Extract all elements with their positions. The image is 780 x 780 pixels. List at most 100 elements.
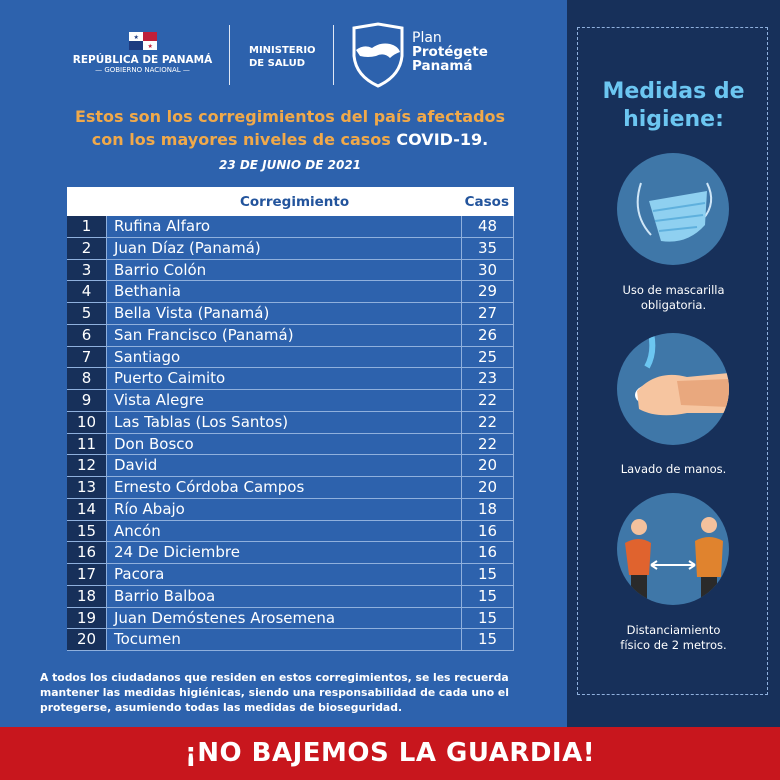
corregimiento-name: Rufina Alfaro bbox=[107, 216, 462, 237]
case-count: 20 bbox=[462, 477, 514, 498]
corregimiento-name: Bethania bbox=[107, 281, 462, 302]
row-number: 18 bbox=[67, 585, 107, 607]
corregimiento-name: Puerto Caimito bbox=[107, 368, 462, 389]
row-number: 4 bbox=[67, 281, 107, 302]
corregimiento-name: Barrio Balboa bbox=[107, 585, 462, 607]
row-number: 17 bbox=[67, 564, 107, 585]
report-date: 23 DE JUNIO DE 2021 bbox=[218, 158, 362, 172]
table-row: 18 Barrio Balboa 15 bbox=[67, 585, 514, 608]
table-row: 3 Barrio Colón 30 bbox=[67, 259, 514, 282]
republica-label: REPÚBLICA DE PANAMÁ bbox=[72, 54, 213, 66]
corregimiento-name: Ancón bbox=[107, 520, 462, 542]
row-number: 5 bbox=[67, 303, 107, 324]
cases-table: Corregimiento Casos 1 Rufina Alfaro 48 2 Jua… bbox=[67, 187, 514, 651]
corregimiento-name: Barrio Colón bbox=[107, 259, 462, 281]
advisory-note: A todos los ciudadanos que residen en es… bbox=[40, 671, 509, 714]
case-count: 22 bbox=[462, 411, 514, 433]
face-mask-icon bbox=[617, 153, 729, 265]
case-count: 15 bbox=[462, 585, 514, 607]
row-number: 1 bbox=[67, 216, 107, 237]
case-count: 22 bbox=[462, 390, 514, 411]
caption-line1: Distanciamiento bbox=[626, 623, 721, 637]
headline: Estos son los corregimientos del país af… bbox=[40, 105, 540, 151]
corregimiento-name: Pacora bbox=[107, 564, 462, 585]
case-count: 16 bbox=[462, 542, 514, 563]
corregimiento-name: Ernesto Córdoba Campos bbox=[107, 477, 462, 498]
table-row: 13 Ernesto Córdoba Campos 20 bbox=[67, 477, 514, 499]
case-count: 22 bbox=[462, 433, 514, 455]
caption-handwash: Lavado de manos. bbox=[567, 462, 780, 477]
case-count: 26 bbox=[462, 324, 514, 346]
case-count: 15 bbox=[462, 564, 514, 585]
row-number: 10 bbox=[67, 411, 107, 433]
table-row: 11 Don Bosco 22 bbox=[67, 433, 514, 456]
case-count: 15 bbox=[462, 607, 514, 629]
corregimiento-name: Don Bosco bbox=[107, 433, 462, 455]
table-row: 9 Vista Alegre 22 bbox=[67, 390, 514, 412]
corregimiento-name: Juan Demóstenes Arosemena bbox=[107, 607, 462, 629]
table-row: 19 Juan Demóstenes Arosemena 15 bbox=[67, 607, 514, 630]
panel-title: Medidas de higiene: bbox=[567, 78, 780, 134]
plan-line2: Protégete bbox=[412, 44, 488, 60]
caption-distancing: Distanciamiento físico de 2 metros. bbox=[567, 623, 780, 653]
corregimiento-name: 24 De Diciembre bbox=[107, 542, 462, 563]
row-number: 20 bbox=[67, 629, 107, 650]
corregimiento-name: Bella Vista (Panamá) bbox=[107, 303, 462, 324]
table-row: 7 Santiago 25 bbox=[67, 346, 514, 369]
table-header: Corregimiento Casos bbox=[67, 187, 514, 216]
divider bbox=[333, 25, 334, 85]
table-row: 12 David 20 bbox=[67, 455, 514, 477]
ministerio-logo: MINISTERIO DE SALUD bbox=[249, 44, 316, 70]
table-row: 1 Rufina Alfaro 48 bbox=[67, 216, 514, 238]
corregimiento-name: Santiago bbox=[107, 346, 462, 368]
plan-line3: Panamá bbox=[412, 58, 473, 74]
corregimiento-name: Río Abajo bbox=[107, 498, 462, 520]
ministerio-line1: MINISTERIO bbox=[249, 45, 316, 56]
table-row: 8 Puerto Caimito 23 bbox=[67, 368, 514, 390]
header-corregimiento: Corregimiento bbox=[240, 194, 350, 210]
row-number: 13 bbox=[67, 477, 107, 498]
headline-line1: Estos son los corregimientos del país af… bbox=[74, 107, 506, 126]
table-row: 14 Río Abajo 18 bbox=[67, 498, 514, 521]
headline-line2: con los mayores niveles de casos bbox=[91, 130, 397, 149]
table-row: 2 Juan Díaz (Panamá) 35 bbox=[67, 237, 514, 260]
hand-washing-icon bbox=[617, 333, 729, 445]
case-count: 20 bbox=[462, 455, 514, 476]
table-row: 4 Bethania 29 bbox=[67, 281, 514, 303]
case-count: 18 bbox=[462, 498, 514, 520]
case-count: 30 bbox=[462, 259, 514, 281]
row-number: 6 bbox=[67, 324, 107, 346]
row-number: 9 bbox=[67, 390, 107, 411]
row-number: 12 bbox=[67, 455, 107, 476]
plan-protegete-logo: Plan Protégete Panamá bbox=[350, 22, 510, 88]
ministerio-line2: DE SALUD bbox=[249, 58, 305, 69]
panel-title-line2: higiene: bbox=[623, 107, 724, 132]
row-number: 3 bbox=[67, 259, 107, 281]
bottom-banner: ¡NO BAJEMOS LA GUARDIA! bbox=[0, 727, 780, 780]
headline-covid: COVID-19. bbox=[396, 130, 489, 149]
table-row: 17 Pacora 15 bbox=[67, 564, 514, 586]
case-count: 27 bbox=[462, 303, 514, 324]
table-row: 5 Bella Vista (Panamá) 27 bbox=[67, 303, 514, 325]
gobierno-label: — GOBIERNO NACIONAL — bbox=[95, 66, 190, 74]
case-count: 16 bbox=[462, 520, 514, 542]
caption-line2: físico de 2 metros. bbox=[620, 638, 727, 652]
case-count: 23 bbox=[462, 368, 514, 389]
row-number: 8 bbox=[67, 368, 107, 389]
corregimiento-name: Las Tablas (Los Santos) bbox=[107, 411, 462, 433]
social-distancing-icon bbox=[617, 493, 729, 605]
panel-title-line1: Medidas de bbox=[602, 79, 745, 104]
caption-line1: Uso de mascarilla bbox=[622, 283, 725, 297]
table-row: 10 Las Tablas (Los Santos) 22 bbox=[67, 411, 514, 434]
hygiene-panel: Medidas de higiene: Uso de mascarilla ob… bbox=[567, 0, 780, 727]
plan-line1: Plan bbox=[412, 30, 442, 46]
row-number: 16 bbox=[67, 542, 107, 563]
table-row: 6 San Francisco (Panamá) 26 bbox=[67, 324, 514, 347]
corregimiento-name: Vista Alegre bbox=[107, 390, 462, 411]
republica-panama-logo: ★ ★ REPÚBLICA DE PANAMÁ — GOBIERNO NACIO… bbox=[70, 32, 215, 74]
row-number: 7 bbox=[67, 346, 107, 368]
row-number: 15 bbox=[67, 520, 107, 542]
corregimiento-name: Juan Díaz (Panamá) bbox=[107, 237, 462, 259]
row-number: 19 bbox=[67, 607, 107, 629]
corregimiento-name: San Francisco (Panamá) bbox=[107, 324, 462, 346]
